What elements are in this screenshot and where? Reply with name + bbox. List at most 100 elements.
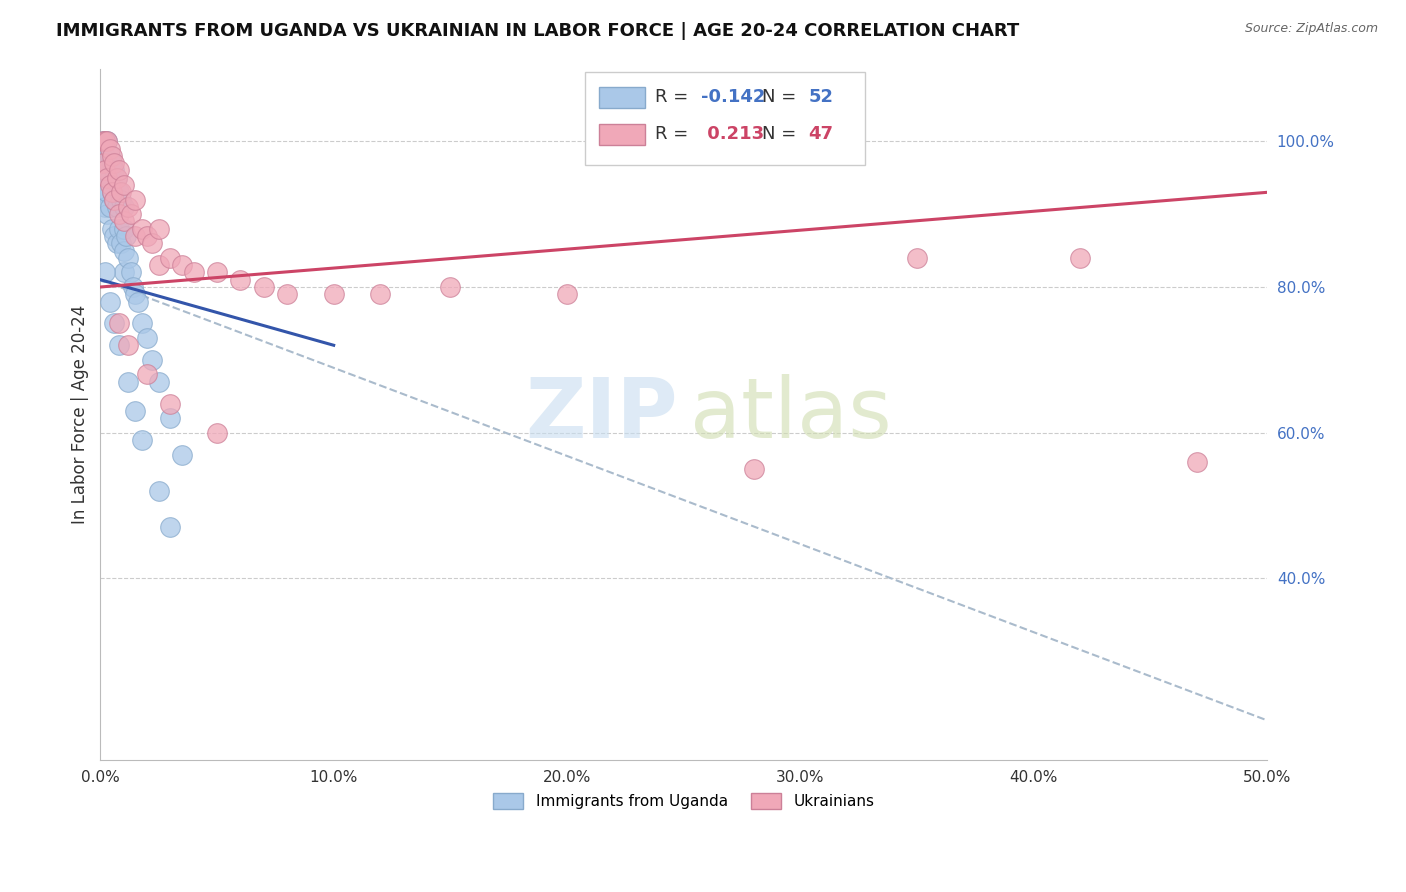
Point xyxy=(170,448,193,462)
Point xyxy=(98,294,121,309)
Point xyxy=(94,200,117,214)
Point xyxy=(112,178,135,192)
Point xyxy=(905,251,928,265)
Point xyxy=(112,265,135,279)
Point xyxy=(439,280,461,294)
Point xyxy=(159,396,181,410)
Point xyxy=(94,170,117,185)
Text: R =: R = xyxy=(655,88,693,106)
Text: 47: 47 xyxy=(808,125,834,144)
Point xyxy=(117,200,139,214)
Point xyxy=(170,258,193,272)
Point xyxy=(91,156,114,170)
Text: IMMIGRANTS FROM UGANDA VS UKRAINIAN IN LABOR FORCE | AGE 20-24 CORRELATION CHART: IMMIGRANTS FROM UGANDA VS UKRAINIAN IN L… xyxy=(56,22,1019,40)
Point xyxy=(159,520,181,534)
Point xyxy=(94,134,117,148)
Point xyxy=(96,134,118,148)
Point xyxy=(91,134,114,148)
Point xyxy=(159,251,181,265)
Point xyxy=(105,170,128,185)
Point xyxy=(127,294,149,309)
Point xyxy=(98,170,121,185)
Point xyxy=(98,142,121,156)
Point xyxy=(98,149,121,163)
Point xyxy=(136,368,159,382)
Point xyxy=(124,404,146,418)
Point xyxy=(110,236,132,251)
Point xyxy=(131,433,153,447)
Point xyxy=(94,265,117,279)
Point xyxy=(103,193,125,207)
Text: ZIP: ZIP xyxy=(526,374,678,455)
Point xyxy=(159,411,181,425)
Bar xyxy=(599,124,645,145)
Point xyxy=(98,200,121,214)
Point xyxy=(96,207,118,221)
Point xyxy=(101,149,124,163)
Point xyxy=(120,207,142,221)
Point xyxy=(96,134,118,148)
Point xyxy=(253,280,276,294)
Point xyxy=(555,287,578,301)
Point xyxy=(141,236,163,251)
Point xyxy=(131,317,153,331)
Point xyxy=(108,338,131,352)
Point xyxy=(96,186,118,200)
Point xyxy=(101,221,124,235)
Point xyxy=(91,186,114,200)
Text: 0.213: 0.213 xyxy=(702,125,765,144)
Point xyxy=(94,149,117,163)
Point xyxy=(98,178,121,192)
Point xyxy=(124,287,146,301)
Point xyxy=(108,221,131,235)
Point xyxy=(112,221,135,235)
Point xyxy=(101,186,124,200)
Point xyxy=(108,163,131,178)
Text: 52: 52 xyxy=(808,88,834,106)
Point xyxy=(322,287,344,301)
Point xyxy=(117,251,139,265)
Bar xyxy=(599,87,645,108)
Point xyxy=(136,229,159,244)
Point xyxy=(112,214,135,228)
Point xyxy=(229,273,252,287)
Text: N =: N = xyxy=(762,88,801,106)
Point xyxy=(103,156,125,170)
Text: Source: ZipAtlas.com: Source: ZipAtlas.com xyxy=(1244,22,1378,36)
Y-axis label: In Labor Force | Age 20-24: In Labor Force | Age 20-24 xyxy=(72,305,89,524)
Legend: Immigrants from Uganda, Ukrainians: Immigrants from Uganda, Ukrainians xyxy=(486,787,880,815)
Point xyxy=(101,186,124,200)
Point xyxy=(91,134,114,148)
Point xyxy=(205,425,228,440)
Point xyxy=(370,287,392,301)
Text: -0.142: -0.142 xyxy=(702,88,766,106)
Point xyxy=(103,317,125,331)
Point xyxy=(94,134,117,148)
Point xyxy=(742,462,765,476)
Text: N =: N = xyxy=(762,125,801,144)
Point xyxy=(148,483,170,498)
Point xyxy=(105,170,128,185)
Point xyxy=(105,236,128,251)
Point xyxy=(148,375,170,389)
Point xyxy=(94,163,117,178)
Point xyxy=(117,338,139,352)
Point xyxy=(103,163,125,178)
Point xyxy=(124,229,146,244)
Point xyxy=(105,200,128,214)
Point xyxy=(101,156,124,170)
Point xyxy=(148,258,170,272)
Point xyxy=(117,375,139,389)
Point xyxy=(1069,251,1091,265)
Text: atlas: atlas xyxy=(689,374,891,455)
Point xyxy=(124,193,146,207)
Point xyxy=(108,207,131,221)
Point xyxy=(103,193,125,207)
Point xyxy=(112,244,135,258)
Bar xyxy=(585,72,865,165)
Point xyxy=(131,221,153,235)
Point xyxy=(141,352,163,367)
Point xyxy=(115,229,138,244)
Point xyxy=(108,317,131,331)
Point xyxy=(205,265,228,279)
